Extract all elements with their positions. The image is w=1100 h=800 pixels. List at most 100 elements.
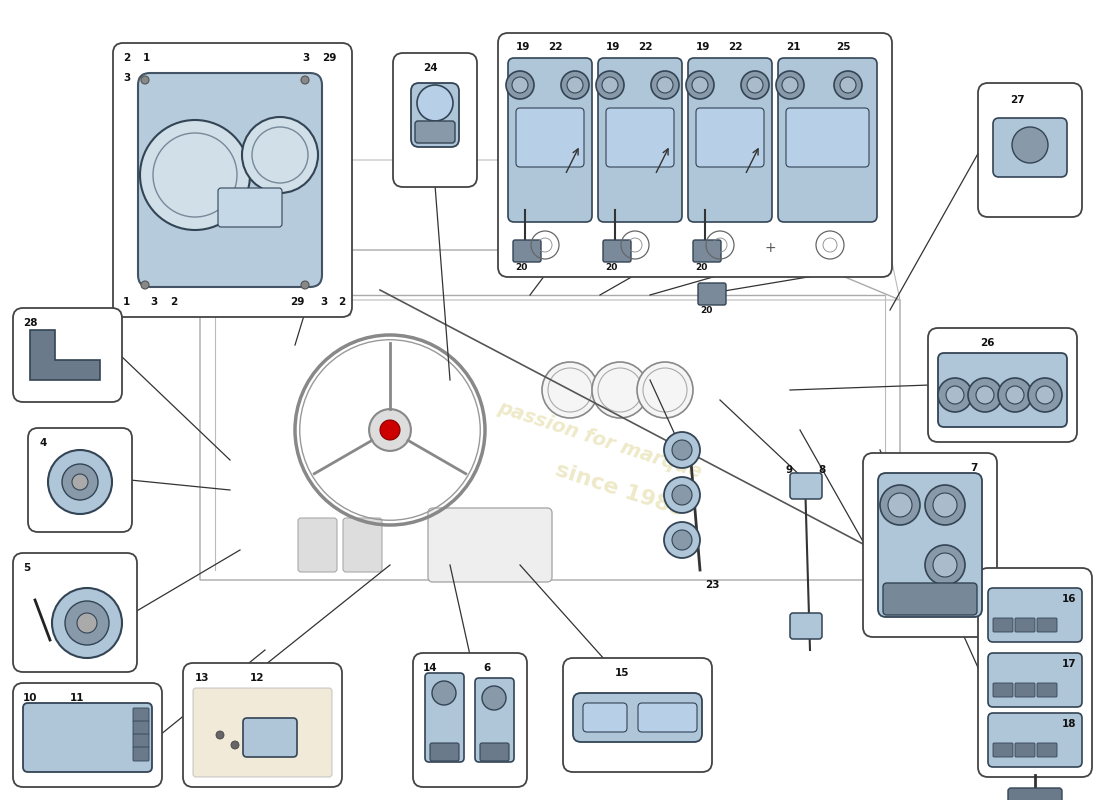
Circle shape — [1012, 127, 1048, 163]
FancyBboxPatch shape — [993, 683, 1013, 697]
FancyBboxPatch shape — [993, 618, 1013, 632]
Circle shape — [602, 77, 618, 93]
Text: 20: 20 — [605, 263, 617, 272]
FancyBboxPatch shape — [13, 683, 162, 787]
Text: 3: 3 — [302, 53, 309, 63]
FancyBboxPatch shape — [993, 118, 1067, 177]
FancyBboxPatch shape — [786, 108, 869, 167]
Circle shape — [664, 477, 700, 513]
Text: 20: 20 — [515, 263, 527, 272]
FancyBboxPatch shape — [480, 743, 509, 761]
Text: 1: 1 — [123, 297, 130, 307]
Circle shape — [512, 77, 528, 93]
FancyBboxPatch shape — [343, 518, 382, 572]
Text: 21: 21 — [786, 42, 801, 52]
FancyBboxPatch shape — [1008, 788, 1062, 800]
Circle shape — [692, 77, 708, 93]
FancyBboxPatch shape — [603, 240, 631, 262]
Text: 18: 18 — [1062, 719, 1077, 729]
FancyBboxPatch shape — [133, 708, 148, 722]
FancyBboxPatch shape — [790, 473, 822, 499]
Text: passion for marque: passion for marque — [495, 398, 704, 482]
Text: 19: 19 — [696, 42, 711, 52]
FancyBboxPatch shape — [428, 508, 552, 582]
Circle shape — [542, 362, 598, 418]
Text: 1: 1 — [143, 53, 151, 63]
Circle shape — [925, 485, 965, 525]
Text: 28: 28 — [23, 318, 37, 328]
FancyBboxPatch shape — [13, 308, 122, 402]
Circle shape — [933, 493, 957, 517]
Circle shape — [561, 71, 588, 99]
FancyBboxPatch shape — [1015, 618, 1035, 632]
Text: 20: 20 — [700, 306, 713, 315]
Text: 19: 19 — [606, 42, 620, 52]
Circle shape — [72, 474, 88, 490]
Text: 4: 4 — [40, 438, 47, 448]
FancyBboxPatch shape — [978, 568, 1092, 777]
Text: 2: 2 — [338, 297, 345, 307]
FancyBboxPatch shape — [606, 108, 674, 167]
FancyBboxPatch shape — [133, 721, 148, 735]
Circle shape — [672, 485, 692, 505]
Text: 24: 24 — [424, 63, 438, 73]
FancyBboxPatch shape — [23, 703, 152, 772]
Text: 3: 3 — [150, 297, 157, 307]
Text: since 1985: since 1985 — [553, 460, 688, 520]
FancyBboxPatch shape — [475, 678, 514, 762]
Circle shape — [664, 432, 700, 468]
FancyBboxPatch shape — [790, 613, 822, 639]
Circle shape — [432, 681, 456, 705]
FancyBboxPatch shape — [778, 58, 877, 222]
Circle shape — [48, 450, 112, 514]
FancyBboxPatch shape — [298, 518, 337, 572]
FancyBboxPatch shape — [638, 703, 697, 732]
Circle shape — [216, 731, 224, 739]
Text: 2: 2 — [123, 53, 130, 63]
Text: 3: 3 — [123, 73, 130, 83]
Circle shape — [141, 76, 149, 84]
FancyBboxPatch shape — [1037, 683, 1057, 697]
Text: 2: 2 — [170, 297, 177, 307]
Circle shape — [62, 464, 98, 500]
Text: 29: 29 — [322, 53, 337, 63]
Circle shape — [231, 741, 239, 749]
Text: 23: 23 — [705, 580, 719, 590]
Text: 7: 7 — [970, 463, 978, 473]
Circle shape — [998, 378, 1032, 412]
Text: 17: 17 — [1062, 659, 1077, 669]
Circle shape — [596, 71, 624, 99]
FancyBboxPatch shape — [1015, 683, 1035, 697]
Text: 11: 11 — [70, 693, 85, 703]
FancyBboxPatch shape — [133, 734, 148, 748]
Polygon shape — [30, 330, 100, 380]
Circle shape — [301, 281, 309, 289]
FancyBboxPatch shape — [138, 73, 322, 287]
Circle shape — [65, 601, 109, 645]
Circle shape — [840, 77, 856, 93]
Circle shape — [782, 77, 797, 93]
Circle shape — [686, 71, 714, 99]
FancyBboxPatch shape — [1015, 743, 1035, 757]
FancyBboxPatch shape — [412, 653, 527, 787]
Text: 8: 8 — [818, 465, 825, 475]
Circle shape — [592, 362, 648, 418]
Circle shape — [370, 409, 411, 451]
Circle shape — [417, 85, 453, 121]
Text: +: + — [764, 241, 776, 255]
FancyBboxPatch shape — [698, 283, 726, 305]
Circle shape — [672, 440, 692, 460]
Circle shape — [933, 553, 957, 577]
Text: 13: 13 — [195, 673, 209, 683]
Circle shape — [976, 386, 994, 404]
Circle shape — [747, 77, 763, 93]
Circle shape — [925, 545, 965, 585]
Text: 19: 19 — [516, 42, 530, 52]
FancyBboxPatch shape — [498, 33, 892, 277]
Text: 12: 12 — [250, 673, 264, 683]
FancyBboxPatch shape — [883, 583, 977, 615]
Circle shape — [888, 493, 912, 517]
FancyBboxPatch shape — [928, 328, 1077, 442]
Circle shape — [741, 71, 769, 99]
FancyBboxPatch shape — [696, 108, 764, 167]
